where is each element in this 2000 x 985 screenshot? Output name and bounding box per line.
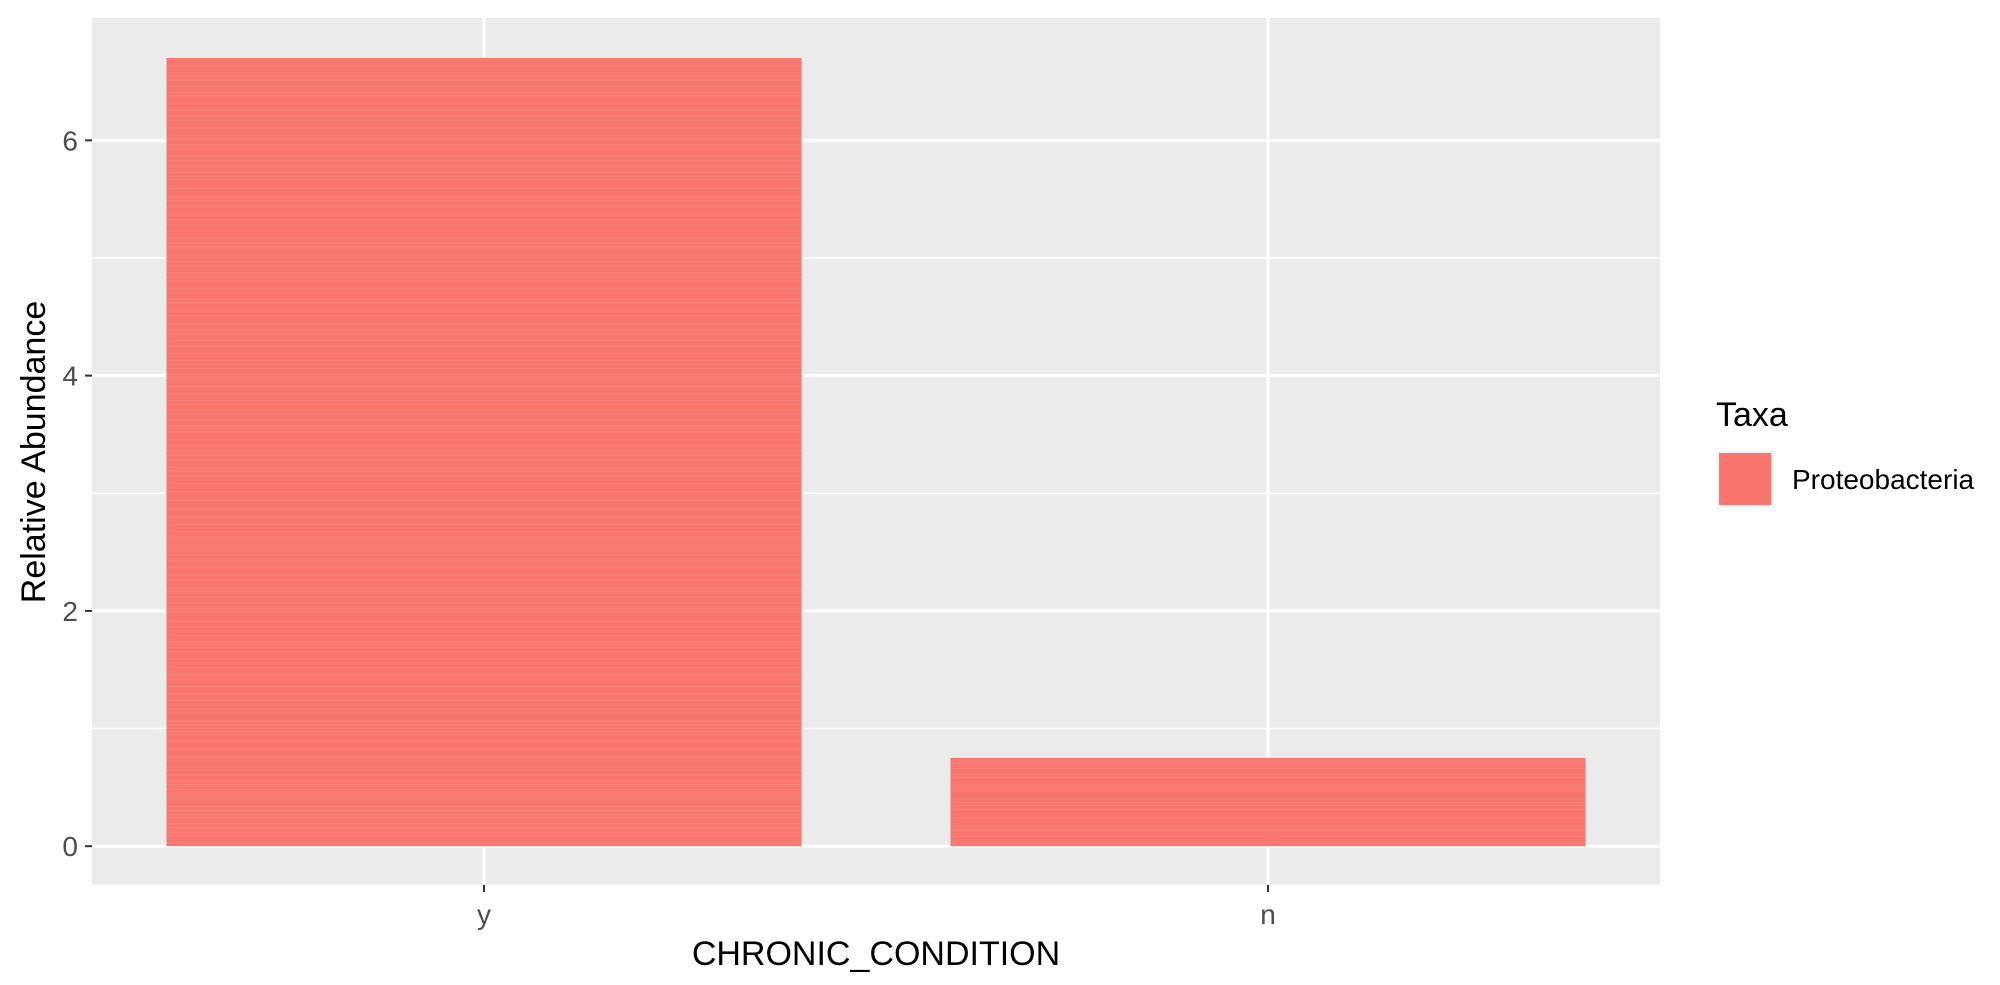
bar-stripes — [166, 59, 802, 844]
bars-group — [166, 57, 1586, 847]
bar-stripes — [950, 759, 1586, 844]
legend-label-proteobacteria: Proteobacteria — [1792, 464, 1975, 495]
legend-key-proteobacteria — [1717, 451, 1773, 507]
y-axis: 0 2 4 6 — [62, 125, 92, 862]
x-tick-label: y — [477, 899, 491, 930]
y-tick-label: 6 — [62, 125, 78, 156]
bar-rect — [950, 757, 1586, 847]
bar-n — [950, 757, 1586, 847]
legend-title: Taxa — [1716, 396, 1788, 434]
x-tick-label: n — [1260, 899, 1276, 930]
y-axis-title: Relative Abundance — [15, 301, 53, 603]
y-tick-label: 0 — [62, 831, 78, 862]
x-axis-title: CHRONIC_CONDITION — [692, 935, 1060, 973]
y-tick-label: 4 — [62, 361, 78, 392]
y-tick-label: 2 — [62, 596, 78, 627]
bar-y — [166, 57, 802, 847]
legend: Taxa Proteobacteria — [1716, 396, 1975, 507]
bar-rect — [166, 57, 802, 847]
